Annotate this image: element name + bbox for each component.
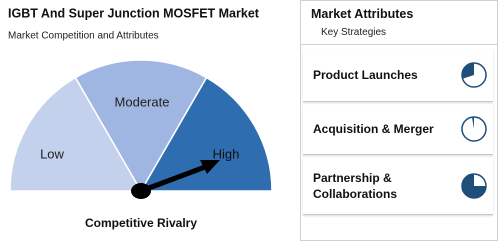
level-icon [461, 62, 487, 88]
gauge-high [139, 76, 273, 192]
attribute-row: Acquisition & Merger [303, 104, 493, 155]
needle [140, 164, 206, 194]
gauge-low [9, 76, 143, 192]
attribute-label: Partnership & Collaborations [313, 171, 398, 201]
level-icon [461, 173, 487, 199]
title: IGBT And Super Junction MOSFET Market [8, 6, 260, 20]
attribute-row: Product Launches [303, 49, 493, 102]
gauge-caption: Competitive Rivalry [85, 216, 197, 230]
attribute-row: Partnership & Collaborations [303, 158, 493, 215]
gauge-label: High [213, 146, 240, 161]
needle-head [200, 160, 220, 174]
subtitle: Market Competition and Attributes [8, 31, 159, 42]
attributes-header: Market Attributes Key Strategies [301, 1, 497, 45]
level-icon [461, 116, 487, 142]
attributes-panel: Market Attributes Key Strategies Product… [300, 0, 498, 241]
attributes-subtitle: Key Strategies [321, 27, 387, 38]
gauge-label: Low [40, 146, 64, 161]
gauge-panel: IGBT And Super Junction MOSFET Market Ma… [8, 6, 273, 230]
attribute-label: Product Launches [313, 68, 418, 82]
gauge-label: Moderate [115, 94, 170, 109]
attributes-title: Market Attributes [311, 7, 414, 21]
attribute-label: Acquisition & Merger [313, 122, 434, 136]
gauge-moderate [74, 59, 208, 193]
needle-hub [131, 183, 151, 199]
